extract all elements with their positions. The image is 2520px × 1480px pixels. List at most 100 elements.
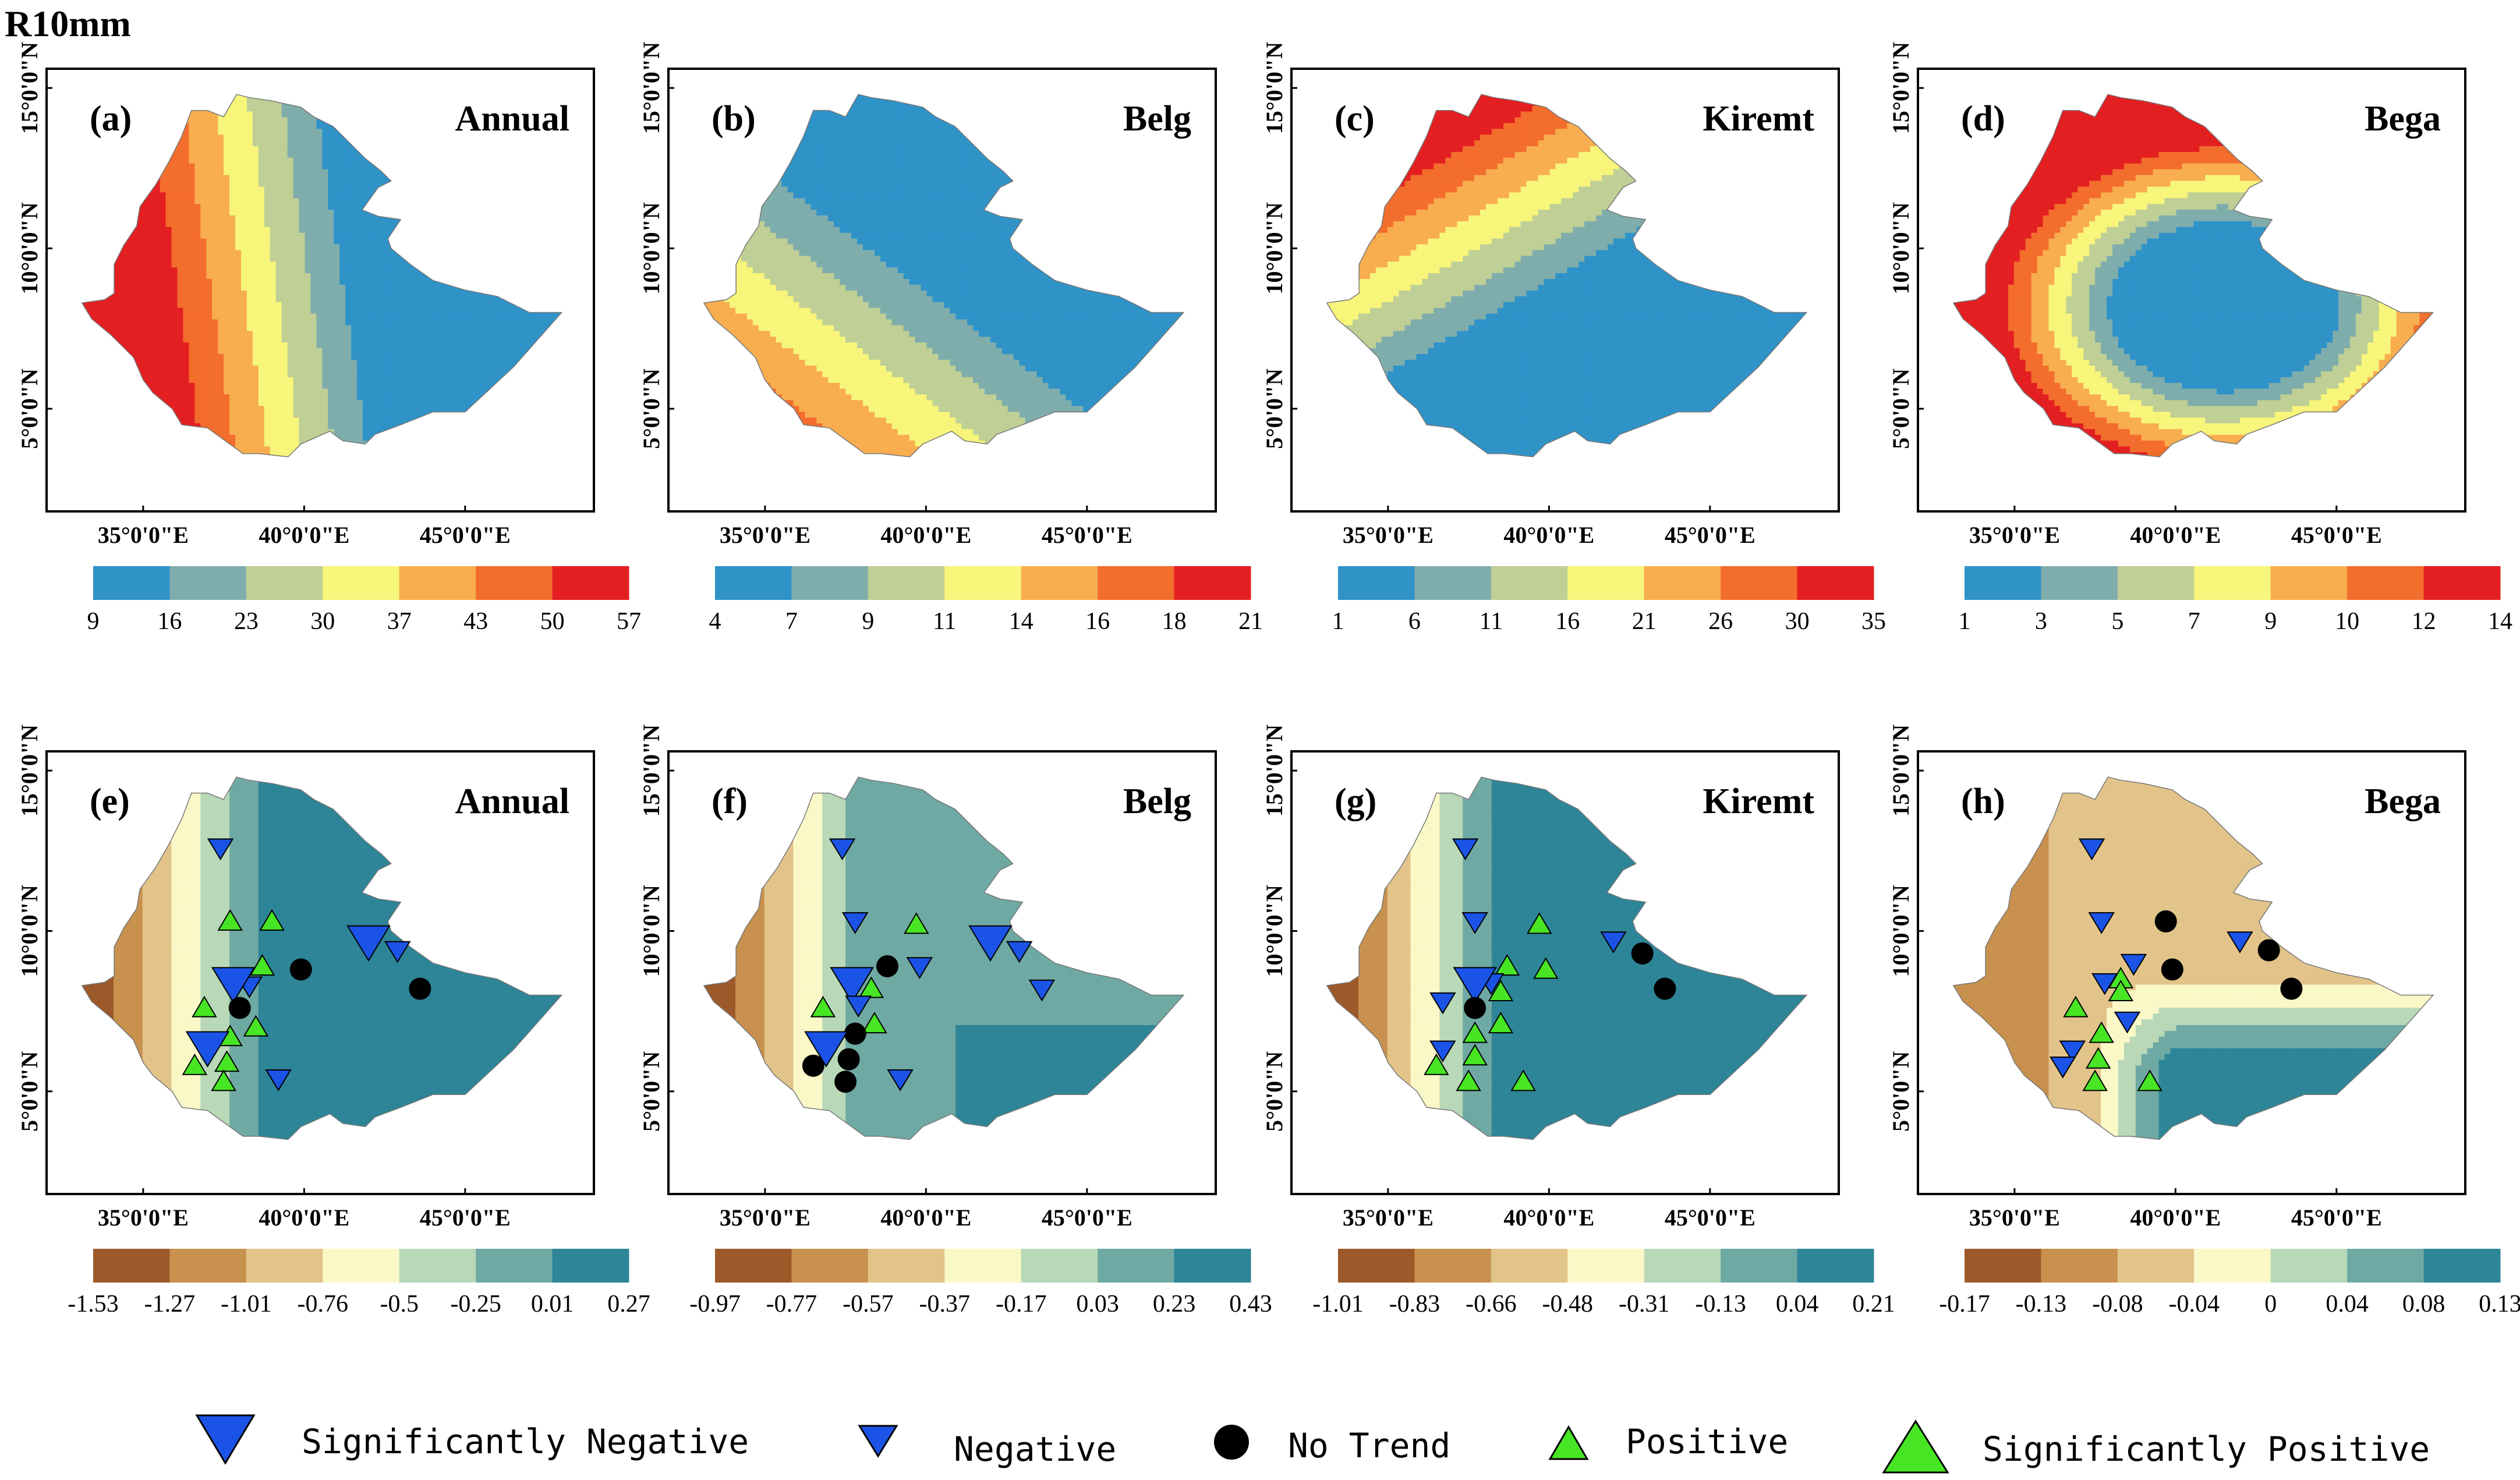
station-marker-positive (1488, 980, 1514, 1002)
station-marker-sig-negative (211, 967, 256, 1004)
lon-tick-label: 45°0'0"E (420, 1205, 511, 1231)
colorbar-segment (1021, 1249, 1098, 1283)
colorbar-segment (246, 566, 323, 600)
country-outline (703, 94, 1185, 458)
panel-f: (f) Belg 15°0'0"N 10°0'0"N 5°0'0"N 35°0'0"E 40… (638, 725, 1272, 1317)
colorbar-segment (791, 1249, 869, 1283)
colorbar-tick-label: 4 (709, 608, 721, 635)
station-marker-positive (1488, 1012, 1514, 1034)
lon-tick-label: 40°0'0"E (1503, 1205, 1594, 1231)
colorbar-tick-label: -1.53 (68, 1291, 119, 1317)
station-marker-negative (2059, 1040, 2086, 1063)
lon-tick-label: 45°0'0"E (420, 522, 511, 548)
colorbar-segment (1721, 1249, 1798, 1283)
station-marker-positive (1462, 1044, 1488, 1066)
station-marker-no-trend (409, 977, 431, 1000)
legend-negative-marker (858, 1425, 898, 1458)
station-marker-negative (829, 838, 856, 861)
colorbar-segment (2041, 566, 2118, 600)
colorbar: 1 3 5 7 9 10 12 14 (1959, 566, 2512, 635)
colorbar-tick-label: 5 (2111, 608, 2123, 635)
lon-tick-label: 40°0'0"E (880, 1205, 971, 1231)
panel-season: Kiremt (1703, 782, 1814, 821)
colorbar-tick-label: -0.5 (380, 1291, 419, 1317)
country-outline (81, 776, 563, 1140)
lat-tick-label: 10°0'0"N (16, 885, 43, 977)
colorbar-tick-label: 0.21 (1852, 1291, 1895, 1317)
colorbar-tick-label: 11 (933, 608, 956, 635)
station-marker-positive (1533, 957, 1559, 979)
legend-item-sig-negative: Significantly Negative (195, 1414, 749, 1465)
station-marker-positive (1494, 954, 1520, 976)
station-marker-no-trend (1464, 997, 1486, 1019)
colorbar-segment (1021, 566, 1098, 600)
station-marker-negative (265, 1069, 292, 1092)
lat-tick-label: 15°0'0"N (1888, 725, 1914, 817)
colorbar-segment (1338, 566, 1415, 600)
station-marker-negative (2120, 953, 2147, 976)
lat-tick-label: 10°0'0"N (16, 202, 43, 294)
colorbar-tick-label: -0.25 (450, 1291, 501, 1317)
panel-letter: (f) (712, 782, 748, 821)
colorbar: 1 6 11 16 21 26 30 35 (1332, 566, 1886, 635)
lat-tick-label: 15°0'0"N (1261, 725, 1287, 817)
colorbar-segment (1965, 1249, 2041, 1283)
station-marker-sig-negative (1453, 967, 1497, 1004)
lat-tick-label: 5°0'0"N (16, 369, 43, 449)
legend-item-negative: Negative (858, 1425, 1116, 1469)
lon-tick-label: 40°0'0"E (1503, 522, 1594, 548)
colorbar-segment (1644, 1249, 1721, 1283)
lon-tick-label: 45°0'0"E (1665, 1205, 1755, 1231)
colorbar: 9 16 23 30 37 43 50 57 (87, 566, 641, 635)
lat-tick-label: 15°0'0"N (1261, 42, 1287, 134)
colorbar-tick-label: 0.27 (607, 1291, 650, 1317)
station-marker-positive (2137, 1069, 2162, 1092)
colorbar-tick-label: 50 (540, 608, 565, 635)
colorbar-tick-label: -0.08 (2092, 1291, 2143, 1317)
colorbar-tick-label: -0.13 (1695, 1291, 1746, 1317)
colorbar-tick-label: -0.04 (2169, 1291, 2220, 1317)
station-marker-sig-negative (346, 925, 391, 962)
station-marker-no-trend (876, 955, 898, 977)
colorbar: -1.53 -1.27 -1.01 -0.76 -0.5 -0.25 0.01 0.27 (68, 1249, 650, 1317)
colorbar-tick-label: 9 (2264, 608, 2277, 635)
legend-positive-marker (1548, 1425, 1589, 1460)
lon-tick-label: 35°0'0"E (98, 1205, 189, 1231)
station-marker-negative (845, 995, 872, 1018)
colorbar-tick-label: 30 (310, 608, 335, 635)
station-marker-positive (2085, 1047, 2111, 1069)
map-panels: (a) Annual15°0'0"N10°0'0"N5°0'0"N35°0'0"E… (16, 42, 2520, 1317)
panel-letter: (c) (1335, 99, 1375, 139)
colorbar-tick-label: -0.17 (996, 1291, 1047, 1317)
panel-letter: (e) (90, 782, 130, 821)
colorbar-tick-label: 35 (1861, 608, 1886, 635)
station-marker-positive (192, 995, 217, 1018)
colorbar-segment (1797, 1249, 1874, 1283)
lat-tick-label: 5°0'0"N (16, 1051, 43, 1132)
colorbar-segment (323, 1249, 400, 1283)
station-marker-positive (259, 909, 285, 931)
lon-tick-label: 35°0'0"E (720, 1205, 810, 1231)
colorbar-segment (868, 1249, 945, 1283)
colorbar-tick-label: -0.31 (1619, 1291, 1670, 1317)
colorbar-segment (868, 566, 945, 600)
station-marker-negative (1452, 838, 1479, 861)
country-outline (1326, 94, 1808, 458)
station-marker-no-trend (2257, 939, 2280, 962)
colorbar-tick-label: 10 (2335, 608, 2359, 635)
colorbar-tick-label: 7 (2188, 608, 2200, 635)
colorbar-tick-label: 0.08 (2402, 1291, 2445, 1317)
lat-tick-label: 15°0'0"N (16, 725, 43, 817)
station-marker-no-trend (289, 958, 312, 981)
colorbar-tick-label: 0.03 (1076, 1291, 1119, 1317)
panel-season: Kiremt (1703, 99, 1814, 139)
colorbar-tick-label: 23 (234, 608, 259, 635)
colorbar-segment (1098, 1249, 1175, 1283)
lon-tick-label: 45°0'0"E (1042, 1205, 1132, 1231)
colorbar-segment (2347, 1249, 2425, 1283)
station-marker-negative (2078, 838, 2105, 861)
station-marker-no-trend (1631, 942, 1654, 965)
lon-tick-label: 40°0'0"E (2130, 1205, 2221, 1231)
colorbar: -0.97 -0.77 -0.57 -0.37 -0.17 0.03 0.23 0.43 (689, 1249, 1272, 1317)
panel-letter: (d) (1961, 99, 2005, 139)
